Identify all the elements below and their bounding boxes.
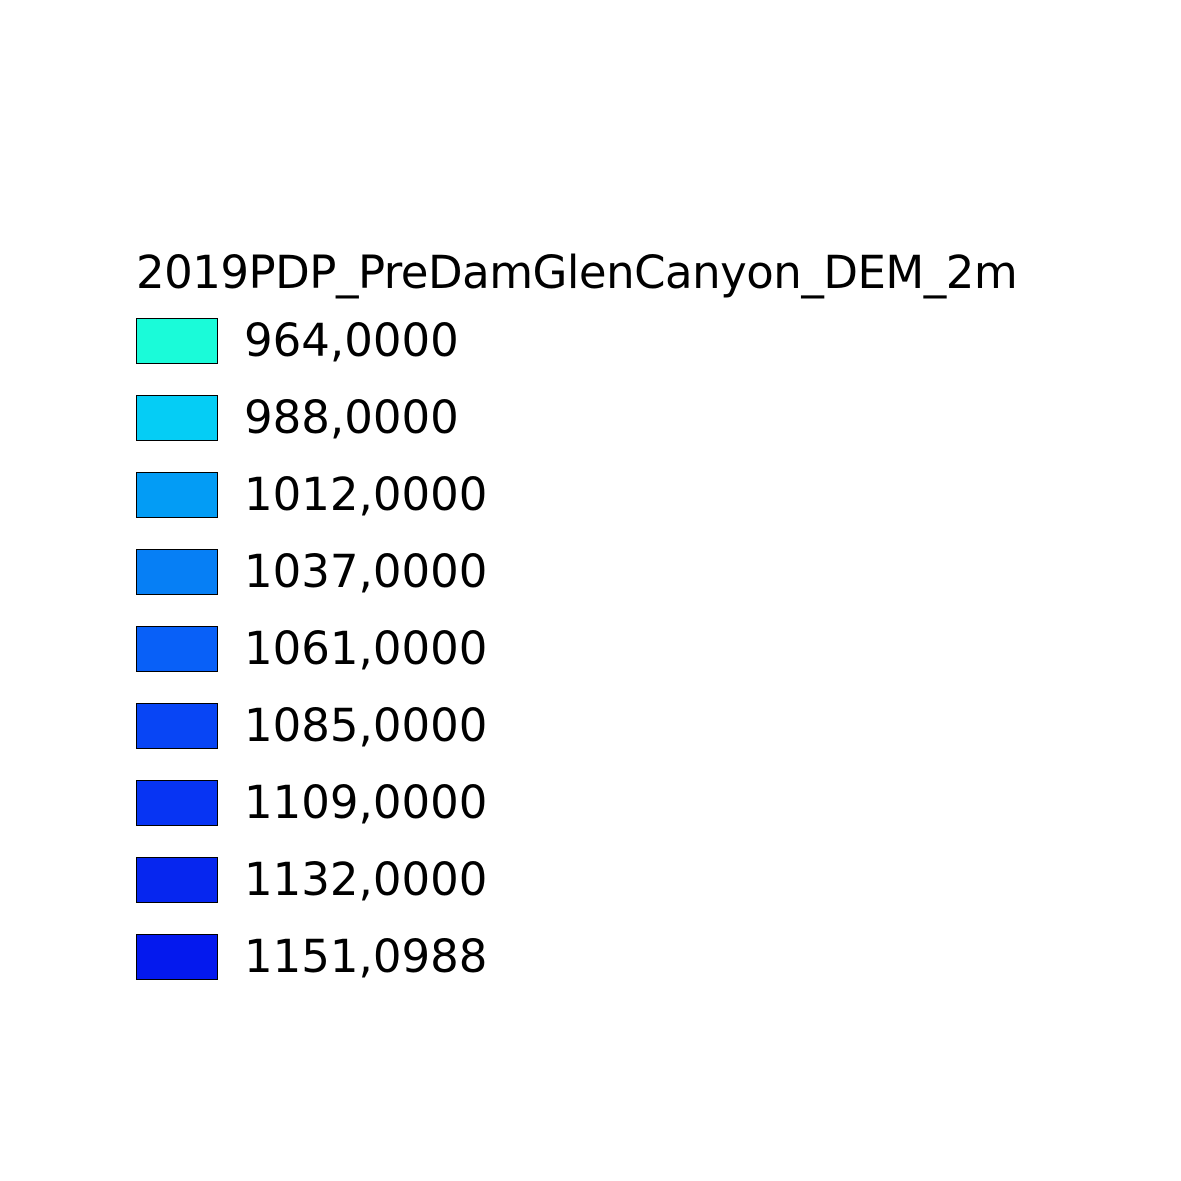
legend-title: 2019PDP_PreDamGlenCanyon_DEM_2m	[136, 246, 1018, 299]
legend-swatch	[136, 549, 218, 595]
legend-label: 1085,0000	[244, 699, 488, 752]
legend-label: 1151,0988	[244, 930, 488, 983]
legend-label: 1037,0000	[244, 545, 488, 598]
legend-swatch	[136, 626, 218, 672]
legend-label: 1012,0000	[244, 468, 488, 521]
legend-item: 1085,0000	[136, 699, 1017, 780]
legend-item: 1037,0000	[136, 545, 1017, 626]
legend-swatch	[136, 318, 218, 364]
legend-item: 1012,0000	[136, 468, 1017, 549]
map-legend: 2019PDP_PreDamGlenCanyon_DEM_2m 964,0000…	[136, 246, 1018, 1011]
legend-item: 1132,0000	[136, 853, 1017, 934]
legend-item: 1109,0000	[136, 776, 1017, 857]
legend-item: 1151,0988	[136, 930, 1017, 1011]
legend-swatch	[136, 780, 218, 826]
legend-swatch	[136, 472, 218, 518]
legend-swatch	[136, 395, 218, 441]
legend-item: 964,0000	[136, 314, 1017, 395]
legend-swatch	[136, 934, 218, 980]
legend-item: 988,0000	[136, 391, 1017, 472]
legend-item: 1061,0000	[136, 622, 1017, 703]
legend-label: 988,0000	[244, 391, 459, 444]
legend-label: 1109,0000	[244, 776, 488, 829]
legend-label: 1061,0000	[244, 622, 488, 675]
legend-label: 1132,0000	[244, 853, 488, 906]
legend-swatch	[136, 857, 218, 903]
legend-label: 964,0000	[244, 314, 459, 367]
legend-swatch	[136, 703, 218, 749]
legend-items: 964,0000 988,0000 1012,0000 1037,0000 10…	[136, 314, 1017, 1011]
